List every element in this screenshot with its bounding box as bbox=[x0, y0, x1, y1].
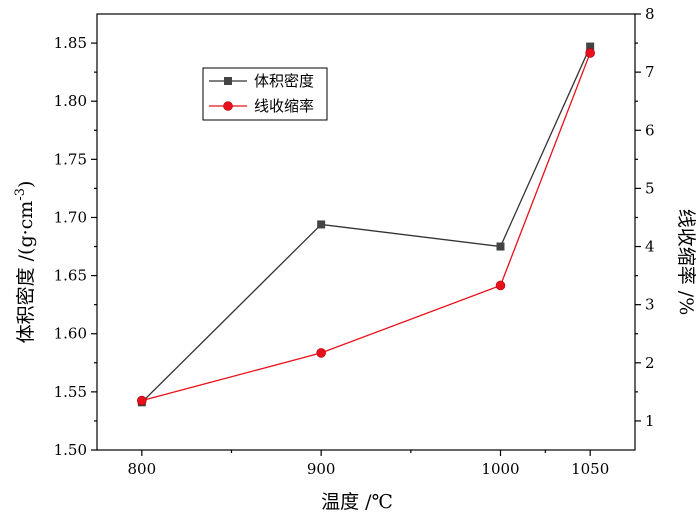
y-right-tick-label: 8 bbox=[645, 5, 655, 23]
y-right-tick-label: 7 bbox=[645, 63, 655, 81]
data-point-shrinkage bbox=[316, 348, 326, 358]
y-right-tick-label: 2 bbox=[645, 354, 655, 372]
legend-box bbox=[202, 67, 328, 121]
y-left-tick-label: 1.70 bbox=[54, 208, 87, 226]
x-tick-label: 800 bbox=[128, 460, 157, 478]
y-left-tick-label: 1.75 bbox=[54, 150, 87, 168]
data-point-density bbox=[496, 242, 505, 251]
y-axis-left-title-sup: -3 bbox=[13, 188, 28, 201]
y-right-tick-label: 3 bbox=[645, 296, 655, 314]
data-point-density bbox=[317, 220, 326, 229]
y-left-tick-label: 1.85 bbox=[54, 34, 87, 52]
x-tick-label: 1050 bbox=[571, 460, 609, 478]
y-axis-left-title-main: 体积密度 /(g·cm bbox=[15, 201, 37, 344]
y-right-tick-label: 6 bbox=[645, 121, 655, 139]
y-right-tick-label: 4 bbox=[645, 238, 655, 256]
y-left-tick-label: 1.55 bbox=[54, 383, 87, 401]
x-tick-label: 1000 bbox=[481, 460, 519, 478]
legend: 体积密度 线收缩率 bbox=[202, 67, 328, 121]
data-point-shrinkage bbox=[585, 48, 595, 58]
data-point-shrinkage bbox=[137, 395, 147, 406]
y-axis-left: 1.50 1.55 1.60 1.65 1.70 1.75 1.80 1.85 bbox=[54, 34, 97, 459]
y-right-tick-label: 1 bbox=[645, 412, 655, 430]
legend-label-density: 体积密度 bbox=[254, 72, 314, 90]
legend-marker-shrinkage bbox=[223, 101, 233, 111]
series-line-shrinkage bbox=[141, 52, 591, 402]
legend-label-shrinkage: 线收缩率 bbox=[254, 97, 314, 115]
legend-marker-density bbox=[224, 77, 232, 85]
x-axis-title: 温度 /℃ bbox=[321, 491, 393, 513]
y-axis-right: 1 2 3 4 5 6 7 8 bbox=[635, 5, 655, 430]
plot-area bbox=[96, 13, 636, 451]
data-point-shrinkage bbox=[495, 280, 506, 291]
y-left-tick-label: 1.50 bbox=[54, 441, 87, 459]
y-right-tick-label: 5 bbox=[645, 179, 655, 197]
x-axis: 800 900 1000 1050 bbox=[128, 450, 609, 478]
plot-frame bbox=[96, 13, 636, 451]
y-axis-left-title: 体积密度 /(g·cm-3) bbox=[13, 181, 37, 344]
series-layer bbox=[137, 42, 595, 407]
y-left-tick-label: 1.60 bbox=[54, 325, 87, 343]
y-left-tick-label: 1.80 bbox=[54, 92, 87, 110]
y-axis-left-title-end: ) bbox=[15, 181, 37, 188]
data-point-density bbox=[586, 42, 595, 51]
x-tick-label: 900 bbox=[307, 460, 336, 478]
series-line-density bbox=[141, 46, 591, 403]
y-left-tick-label: 1.65 bbox=[54, 267, 87, 285]
y-axis-right-title: 线收缩率 /% bbox=[675, 209, 697, 316]
